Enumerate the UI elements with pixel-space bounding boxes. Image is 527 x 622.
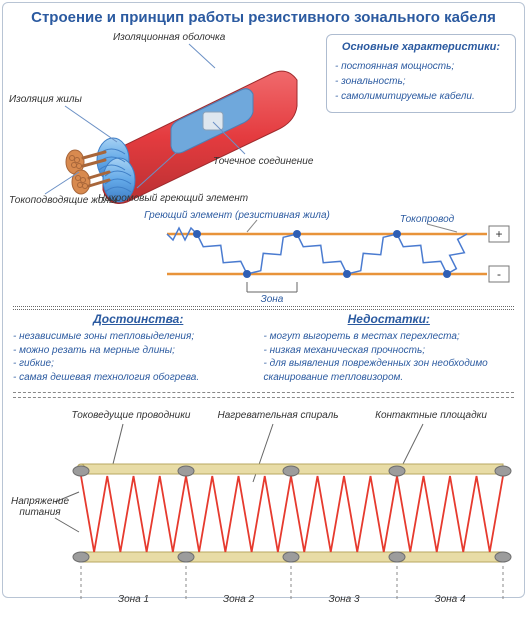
label-zone: Зона [260, 294, 283, 304]
label-bus-conductors: Токоведущие проводники [61, 410, 201, 421]
advantages-title: Достоинства: [13, 312, 264, 326]
label-contact-pads: Контактные площадки [361, 410, 501, 421]
characteristics-title: Основные характеристики: [335, 41, 507, 53]
label-busbar: Токопровод [399, 214, 454, 225]
page-title: Строение и принцип работы резистивного з… [3, 3, 524, 34]
bottom-area: Зона 1Зона 2Зона 3Зона 4 Токоведущие про… [3, 402, 524, 622]
divider [13, 306, 514, 307]
advantages-col: Достоинства: - независимые зоны тепловыд… [13, 312, 264, 384]
disadvantages-col: Недостатки: - могут выгореть в местах пе… [264, 312, 515, 384]
label-core-insulation: Изоляция жилы [9, 94, 82, 105]
label-insulation-shell: Изоляционная оболочка [113, 32, 225, 43]
label-nichrome: Нихромовый греющий элемент [83, 193, 263, 204]
label-supply: Напряжение питания [3, 496, 77, 518]
pros-cons-row: Достоинства: - независимые зоны тепловыд… [3, 312, 524, 388]
divider [13, 309, 514, 310]
cable-diagram [9, 34, 329, 204]
divider [13, 392, 514, 393]
char-item: - самолимитируемые кабели. [335, 89, 507, 104]
adv-item: - гибкие; [13, 357, 264, 371]
adv-item: - самая дешевая технология обогрева. [13, 371, 264, 385]
terminal-plus: + [495, 227, 502, 241]
divider [13, 397, 514, 398]
dis-item: - могут выгореть в местах перехлеста; [264, 330, 515, 344]
terminal-minus: - [497, 267, 501, 281]
characteristics-box: Основные характеристики: - постоянная мо… [326, 34, 516, 113]
adv-item: - независимые зоны тепловыделения; [13, 330, 264, 344]
coil-diagram: Зона 1Зона 2Зона 3Зона 4 [3, 402, 526, 622]
top-area: Изоляционная оболочка Изоляция жилы Токо… [3, 34, 524, 206]
circuit-diagram: Греющий элемент (резистивная жила) Токоп… [9, 208, 519, 304]
dis-item: - для выявления поврежденных зон необход… [264, 357, 515, 384]
disadvantages-title: Недостатки: [264, 312, 515, 326]
outer-frame: Строение и принцип работы резистивного з… [2, 2, 525, 598]
adv-item: - можно резать на мерные длины; [13, 344, 264, 358]
char-item: - постоянная мощность; [335, 59, 507, 74]
label-heating-coil: Нагревательная спираль [203, 410, 353, 421]
label-point-conn: Точечное соединение [213, 156, 313, 167]
label-heating-element: Греющий элемент (резистивная жила) [144, 210, 330, 221]
dis-item: - низкая механическая прочность; [264, 344, 515, 358]
char-item: - зональность; [335, 74, 507, 89]
